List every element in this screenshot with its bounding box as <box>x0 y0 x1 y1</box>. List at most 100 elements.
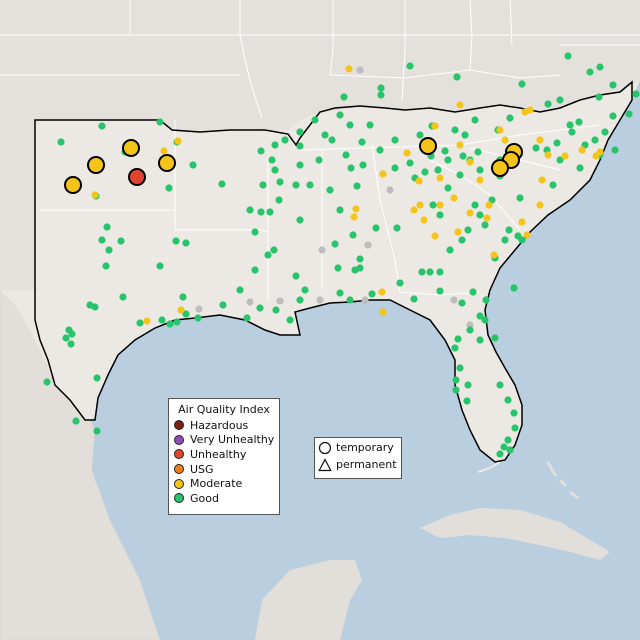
monitor-marker-moderate[interactable] <box>379 170 387 178</box>
monitor-marker-good[interactable] <box>346 121 354 129</box>
monitor-marker-good[interactable] <box>368 290 376 298</box>
monitor-marker-good[interactable] <box>391 136 399 144</box>
monitor-marker-good[interactable] <box>372 224 380 232</box>
monitor-marker-good[interactable] <box>418 268 426 276</box>
monitor-marker-good[interactable] <box>194 314 202 322</box>
monitor-marker-good[interactable] <box>516 194 524 202</box>
monitor-marker-good[interactable] <box>504 436 512 444</box>
monitor-marker-moderate[interactable] <box>544 151 552 159</box>
monitor-marker-good[interactable] <box>251 266 259 274</box>
monitor-marker-moderate[interactable] <box>518 218 526 226</box>
monitor-marker-moderate[interactable] <box>420 216 428 224</box>
monitor-marker-no-data[interactable] <box>361 296 369 304</box>
monitor-marker-good[interactable] <box>179 293 187 301</box>
monitor-marker-good[interactable] <box>464 381 472 389</box>
monitor-marker-moderate[interactable] <box>160 147 168 155</box>
monitor-marker-good[interactable] <box>172 237 180 245</box>
monitor-marker-good[interactable] <box>331 240 339 248</box>
monitor-marker-good[interactable] <box>377 91 385 99</box>
monitor-marker-no-data[interactable] <box>386 186 394 194</box>
monitor-marker-good[interactable] <box>461 131 469 139</box>
monitor-marker-good[interactable] <box>102 262 110 270</box>
monitor-marker-moderate[interactable] <box>174 137 182 145</box>
monitor-marker-good[interactable] <box>342 151 350 159</box>
monitor-marker-moderate[interactable] <box>403 149 411 157</box>
monitor-marker-good[interactable] <box>595 93 603 101</box>
monitor-marker-good[interactable] <box>43 378 51 386</box>
monitor-marker-good[interactable] <box>463 397 471 405</box>
monitor-marker-good[interactable] <box>426 268 434 276</box>
monitor-marker-moderate[interactable] <box>350 213 358 221</box>
monitor-marker-good[interactable] <box>549 181 557 189</box>
monitor-marker-no-data[interactable] <box>356 66 364 74</box>
monitor-marker-good[interactable] <box>451 344 459 352</box>
monitor-marker-good[interactable] <box>268 156 276 164</box>
monitor-marker-good[interactable] <box>444 156 452 164</box>
monitor-marker-good[interactable] <box>451 126 459 134</box>
monitor-marker-moderate[interactable] <box>496 126 504 134</box>
monitor-marker-good[interactable] <box>575 118 583 126</box>
monitor-marker-moderate[interactable] <box>501 136 509 144</box>
monitor-marker-good[interactable] <box>459 152 467 160</box>
monitor-marker-good[interactable] <box>454 335 462 343</box>
monitor-marker-moderate[interactable] <box>536 136 544 144</box>
monitor-marker-good[interactable] <box>166 320 174 328</box>
monitor-marker-good[interactable] <box>347 164 355 172</box>
monitor-marker-good[interactable] <box>346 296 354 304</box>
monitor-marker-moderate[interactable] <box>536 201 544 209</box>
monitor-marker-good[interactable] <box>358 138 366 146</box>
monitor-marker-good[interactable] <box>532 144 540 152</box>
monitor-marker-good[interactable] <box>243 314 251 322</box>
monitor-marker-moderate[interactable] <box>91 191 99 199</box>
monitor-marker-good[interactable] <box>591 136 599 144</box>
monitor-marker-good[interactable] <box>158 316 166 324</box>
monitor-marker-moderate[interactable] <box>578 146 586 154</box>
monitor-marker-good[interactable] <box>377 84 385 92</box>
monitor-marker-good[interactable] <box>296 296 304 304</box>
monitor-marker-good[interactable] <box>476 336 484 344</box>
monitor-marker-good[interactable] <box>246 206 254 214</box>
monitor-marker-good[interactable] <box>596 63 604 71</box>
monitor-marker-good[interactable] <box>67 340 75 348</box>
temporary-monitor-marker[interactable] <box>128 168 146 186</box>
monitor-marker-good[interactable] <box>189 161 197 169</box>
monitor-marker-good[interactable] <box>501 236 509 244</box>
monitor-marker-moderate[interactable] <box>466 209 474 217</box>
monitor-marker-good[interactable] <box>340 93 348 101</box>
monitor-marker-good[interactable] <box>218 180 226 188</box>
monitor-marker-good[interactable] <box>471 201 479 209</box>
monitor-marker-good[interactable] <box>436 211 444 219</box>
monitor-marker-good[interactable] <box>568 128 576 136</box>
monitor-marker-moderate[interactable] <box>450 194 458 202</box>
monitor-marker-good[interactable] <box>353 182 361 190</box>
monitor-marker-good[interactable] <box>456 364 464 372</box>
monitor-marker-moderate[interactable] <box>352 205 360 213</box>
monitor-marker-good[interactable] <box>119 293 127 301</box>
monitor-marker-good[interactable] <box>292 181 300 189</box>
monitor-marker-good[interactable] <box>518 236 526 244</box>
monitor-marker-moderate[interactable] <box>436 201 444 209</box>
monitor-marker-good[interactable] <box>429 201 437 209</box>
temporary-monitor-marker[interactable] <box>158 154 176 172</box>
monitor-marker-no-data[interactable] <box>318 246 326 254</box>
monitor-marker-good[interactable] <box>566 121 574 129</box>
monitor-marker-good[interactable] <box>464 226 472 234</box>
monitor-marker-good[interactable] <box>256 304 264 312</box>
temporary-monitor-marker[interactable] <box>491 159 509 177</box>
monitor-marker-good[interactable] <box>436 268 444 276</box>
monitor-marker-good[interactable] <box>306 181 314 189</box>
monitor-marker-good[interactable] <box>441 147 449 155</box>
monitor-marker-good[interactable] <box>416 131 424 139</box>
monitor-marker-good[interactable] <box>296 216 304 224</box>
monitor-marker-moderate[interactable] <box>436 174 444 182</box>
monitor-marker-good[interactable] <box>391 164 399 172</box>
monitor-marker-good[interactable] <box>311 116 319 124</box>
monitor-marker-good[interactable] <box>510 284 518 292</box>
monitor-marker-good[interactable] <box>506 114 514 122</box>
monitor-marker-good[interactable] <box>93 374 101 382</box>
monitor-marker-good[interactable] <box>301 286 309 294</box>
monitor-marker-good[interactable] <box>259 181 267 189</box>
monitor-marker-good[interactable] <box>436 287 444 295</box>
monitor-marker-good[interactable] <box>609 112 617 120</box>
monitor-marker-good[interactable] <box>491 334 499 342</box>
